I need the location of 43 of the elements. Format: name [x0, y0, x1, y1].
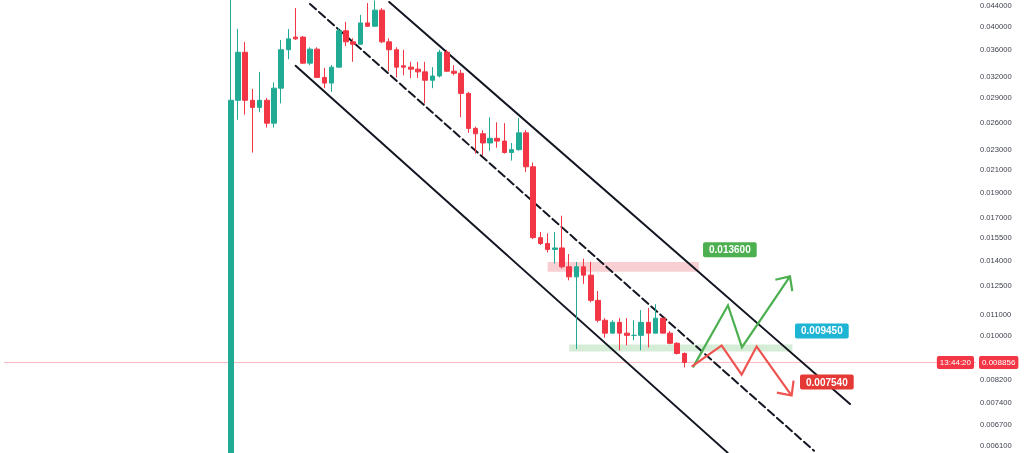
candlestick	[653, 303, 658, 334]
candlestick	[646, 307, 651, 348]
candlestick	[314, 46, 320, 79]
candlestick	[365, 2, 370, 28]
candlestick	[538, 231, 543, 246]
candlestick	[430, 66, 435, 89]
candlestick	[242, 41, 248, 116]
candlestick	[466, 91, 471, 134]
candlestick	[372, 0, 378, 28]
candlestick	[250, 88, 255, 154]
candlestick	[473, 126, 478, 155]
candlestick	[480, 129, 486, 157]
annotation: 13:44:20	[939, 357, 972, 367]
candlestick	[401, 49, 406, 76]
candlestick	[502, 122, 507, 155]
band-label: 0.013600	[709, 244, 752, 256]
candlestick	[516, 117, 522, 152]
candlestick	[358, 14, 363, 46]
candlestick	[257, 71, 262, 113]
candlestick	[552, 231, 558, 265]
candlestick	[336, 27, 342, 69]
candlestick	[487, 116, 493, 152]
candlestick	[437, 49, 442, 78]
candlestick	[581, 258, 586, 285]
candlestick	[617, 317, 622, 351]
candlestick	[329, 64, 334, 93]
candlestick	[509, 142, 514, 162]
candlestick	[293, 7, 298, 41]
candlestick	[286, 28, 291, 60]
candlestick	[494, 121, 500, 149]
candlestick	[394, 46, 399, 78]
candlestick	[574, 261, 579, 350]
candlestick	[610, 319, 615, 334]
ref-line-label: 0.008856	[982, 357, 1016, 367]
candlestick	[264, 97, 270, 129]
band-label: 0.009450	[801, 325, 844, 337]
annotation: 0.007540	[806, 376, 849, 388]
candlestick	[307, 46, 313, 66]
candlestick	[300, 35, 306, 65]
candlestick	[322, 67, 327, 89]
candlestick	[624, 317, 630, 346]
candlestick	[545, 232, 550, 254]
candlestick	[682, 352, 687, 368]
